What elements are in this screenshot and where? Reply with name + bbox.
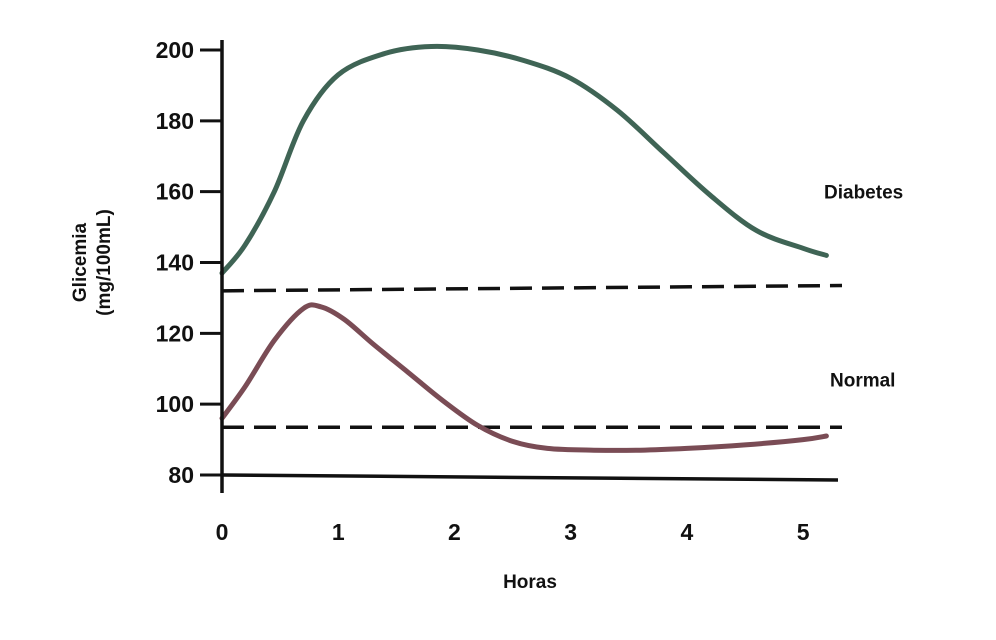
- reference-line-upper: [221, 283, 843, 293]
- series-line-normal: [219, 302, 829, 453]
- series-label-normal: Normal: [830, 370, 895, 391]
- x-tick-label-1: 1: [332, 519, 345, 545]
- x-tick-label-4: 4: [681, 519, 694, 545]
- x-tick-label-0: 0: [216, 519, 229, 545]
- reference-lines: [221, 283, 843, 429]
- y-tick-label-140: 140: [156, 250, 194, 276]
- y-tick-label-100: 100: [156, 391, 194, 417]
- x-tick-label-3: 3: [564, 519, 577, 545]
- axes: [220, 40, 839, 493]
- tick-labels: 80 100 120 140 160 180 200 0 1 2 3 4 5: [156, 37, 810, 545]
- x-axis-line: [221, 473, 839, 482]
- x-tick-label-2: 2: [448, 519, 461, 545]
- x-tick-label-5: 5: [797, 519, 810, 545]
- series-label-diabetes: Diabetes: [824, 183, 903, 204]
- y-axis-title-line1: Glicemia: [70, 222, 91, 302]
- y-axis-title-line2: (mg/100mL): [94, 209, 115, 316]
- series-lines: [219, 43, 829, 453]
- y-tick-label-200: 200: [156, 37, 194, 63]
- tick-marks: [200, 48, 222, 477]
- series-line-diabetes: [219, 43, 829, 276]
- y-tick-label-120: 120: [156, 320, 194, 346]
- x-axis-title: Horas: [503, 572, 557, 593]
- y-tick-label-180: 180: [156, 108, 194, 134]
- y-tick-label-160: 160: [156, 179, 194, 205]
- y-tick-label-80: 80: [168, 462, 194, 488]
